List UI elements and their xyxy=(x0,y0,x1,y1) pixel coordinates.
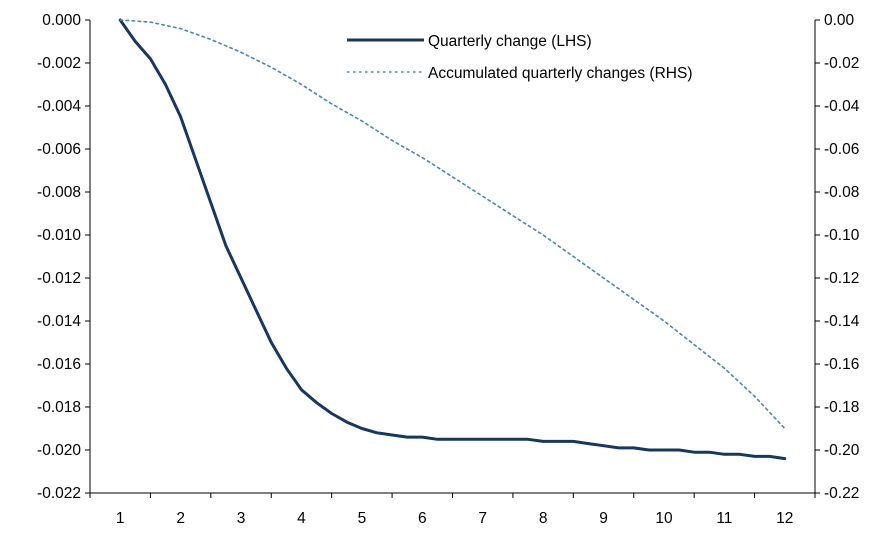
right-y-tick-label: -0.16 xyxy=(824,356,859,373)
left-y-tick-label: -0.012 xyxy=(37,270,81,287)
x-tick-label: 4 xyxy=(297,510,306,527)
x-tick-label: 11 xyxy=(716,510,732,527)
left-y-tick-label: 0.000 xyxy=(42,12,81,29)
right-y-tick-label: -0.10 xyxy=(824,227,860,244)
right-y-tick-label: 0.00 xyxy=(824,12,855,29)
legend-label-accumulated-changes: Accumulated quarterly changes (RHS) xyxy=(428,65,692,82)
right-y-tick-label: -0.08 xyxy=(824,184,859,201)
x-tick-label: 12 xyxy=(776,510,793,527)
x-tick-label: 1 xyxy=(116,510,125,527)
right-y-tick-label: -0.04 xyxy=(824,98,860,115)
left-y-tick-label: -0.004 xyxy=(37,98,81,115)
axes: 0.000 -0.002 -0.004 -0.006 -0.008 -0.010 -0.01… xyxy=(37,12,860,527)
x-tick-label: 6 xyxy=(418,510,427,527)
left-y-tick-label: -0.010 xyxy=(37,227,81,244)
x-tick-label: 3 xyxy=(237,510,246,527)
legend-label-quarterly-change: Quarterly change (LHS) xyxy=(428,33,592,50)
left-y-tick-label: -0.022 xyxy=(37,485,81,502)
right-y-tick-label: -0.14 xyxy=(824,313,860,330)
right-y-tick-label: -0.20 xyxy=(824,442,860,459)
left-y-tick-label: -0.020 xyxy=(37,442,81,459)
legend: Quarterly change (LHS) Accumulated quart… xyxy=(347,33,692,82)
x-tick-label: 2 xyxy=(176,510,185,527)
right-y-tick-label: -0.02 xyxy=(824,55,859,72)
series-lines xyxy=(118,18,787,461)
x-tick-label: 5 xyxy=(358,510,367,527)
series-line-accumulated-changes xyxy=(119,19,786,430)
left-y-tick-label: -0.006 xyxy=(37,141,81,158)
x-tick-label: 9 xyxy=(599,510,608,527)
left-y-tick-label: -0.018 xyxy=(37,399,81,416)
x-tick-label: 10 xyxy=(655,510,673,527)
x-tick-label: 7 xyxy=(478,510,487,527)
right-y-tick-label: -0.12 xyxy=(824,270,859,287)
left-y-tick-label: -0.014 xyxy=(37,313,81,330)
series-line-quarterly-change xyxy=(118,18,787,461)
right-y-tick-label: -0.18 xyxy=(824,399,859,416)
right-y-tick-label: -0.06 xyxy=(824,141,859,158)
left-y-tick-label: -0.002 xyxy=(37,55,81,72)
right-y-tick-label: -0.22 xyxy=(824,485,859,502)
left-y-tick-label: -0.016 xyxy=(37,356,81,373)
left-y-tick-label: -0.008 xyxy=(37,184,81,201)
x-tick-label: 8 xyxy=(539,510,548,527)
